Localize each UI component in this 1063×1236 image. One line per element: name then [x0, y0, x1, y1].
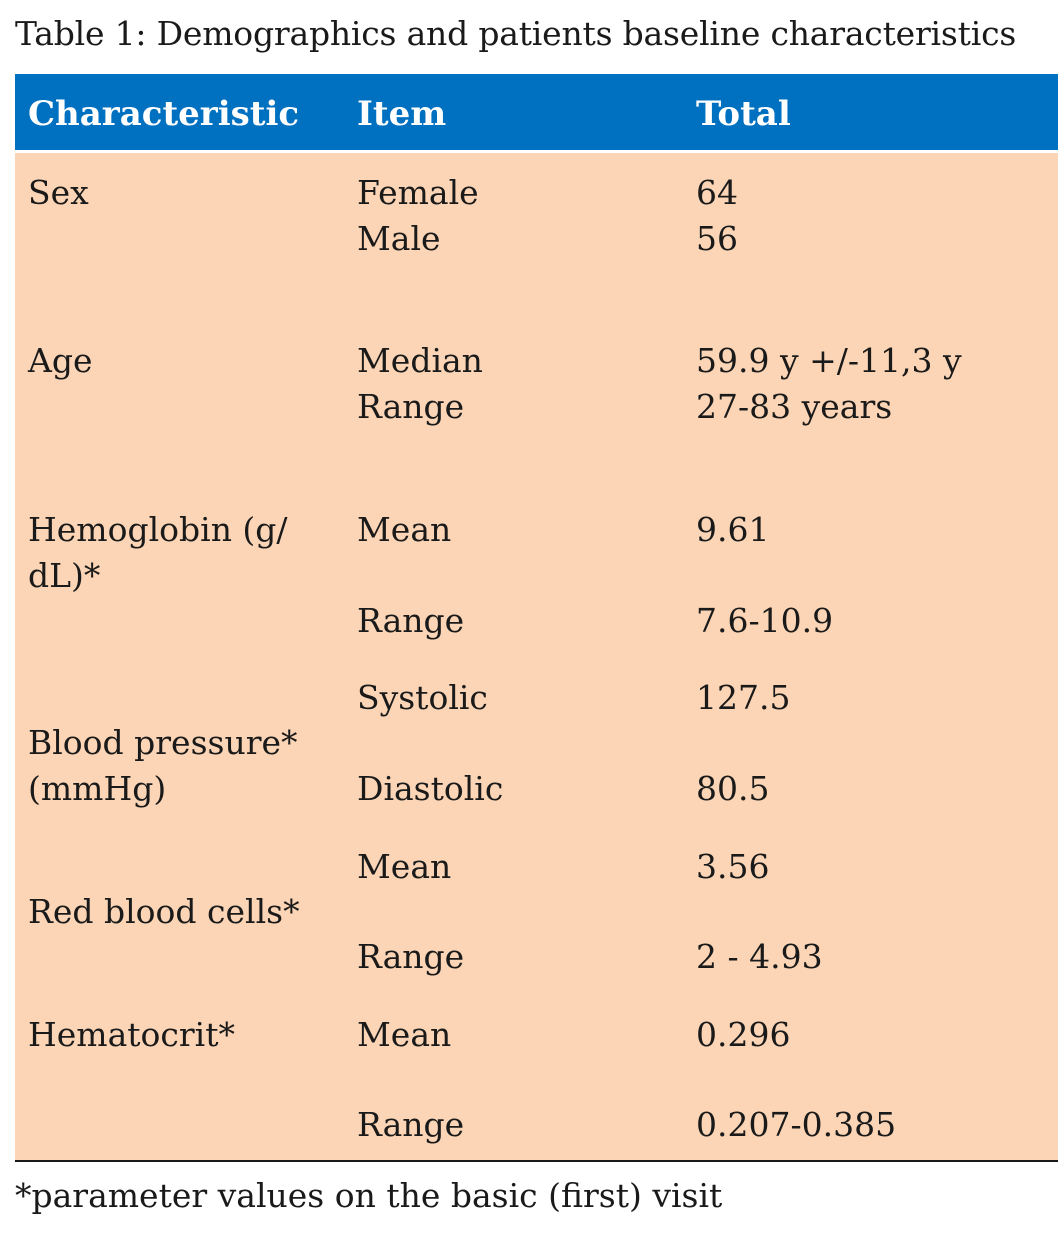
cell-total-hematocrit-mean: 0.296	[696, 1015, 791, 1054]
cell-total-age-median: 59.9 y +/-11,3 y	[696, 341, 962, 380]
table-caption: Table 1: Demographics and patients basel…	[15, 14, 1017, 53]
cell-total-systolic: 127.5	[696, 678, 791, 717]
cell-item-hemoglobin-range: Range	[357, 601, 465, 640]
table-body: Sex Female 64 Male 56 Age Median 59.9 y …	[15, 153, 1058, 1162]
cell-item-age-range: Range	[357, 387, 465, 426]
header-item: Item	[357, 94, 447, 134]
header-total: Total	[696, 94, 791, 134]
cell-item-hematocrit-mean: Mean	[357, 1015, 452, 1054]
cell-item-female: Female	[357, 173, 479, 212]
cell-characteristic-sex: Sex	[28, 173, 89, 212]
cell-total-rbc-mean: 3.56	[696, 847, 770, 886]
cell-total-diastolic: 80.5	[696, 769, 770, 808]
cell-item-median: Median	[357, 341, 483, 380]
cell-characteristic-hematocrit: Hematocrit*	[28, 1015, 235, 1054]
header-characteristic: Characteristic	[28, 94, 300, 134]
cell-characteristic-red-blood-cells: Red blood cells*	[28, 892, 300, 931]
header-separator	[15, 150, 1058, 153]
demographics-table: Characteristic Item Total Sex Female 64 …	[15, 74, 1058, 1162]
cell-characteristic-hemoglobin-line2: dL)*	[28, 556, 101, 595]
cell-total-female: 64	[696, 173, 738, 212]
cell-item-hematocrit-range: Range	[357, 1105, 465, 1144]
cell-item-systolic: Systolic	[357, 678, 488, 717]
cell-total-hemoglobin-mean: 9.61	[696, 510, 770, 549]
cell-item-male: Male	[357, 219, 441, 258]
table-bottom-rule	[15, 1160, 1058, 1162]
cell-total-rbc-range: 2 - 4.93	[696, 937, 823, 976]
table-header-row: Characteristic Item Total	[15, 74, 1058, 150]
cell-total-hemoglobin-range: 7.6-10.9	[696, 601, 834, 640]
cell-item-hemoglobin-mean: Mean	[357, 510, 452, 549]
cell-characteristic-hemoglobin-line1: Hemoglobin (g/	[28, 510, 288, 549]
cell-total-male: 56	[696, 219, 738, 258]
cell-characteristic-blood-pressure-line2: (mmHg)	[28, 769, 167, 808]
cell-total-age-range: 27-83 years	[696, 387, 893, 426]
cell-characteristic-age: Age	[28, 341, 93, 380]
cell-characteristic-blood-pressure-line1: Blood pressure*	[28, 723, 298, 762]
cell-item-diastolic: Diastolic	[357, 769, 504, 808]
cell-total-hematocrit-range: 0.207-0.385	[696, 1105, 897, 1144]
cell-item-rbc-mean: Mean	[357, 847, 452, 886]
table-footnote: *parameter values on the basic (first) v…	[15, 1176, 723, 1215]
cell-item-rbc-range: Range	[357, 937, 465, 976]
